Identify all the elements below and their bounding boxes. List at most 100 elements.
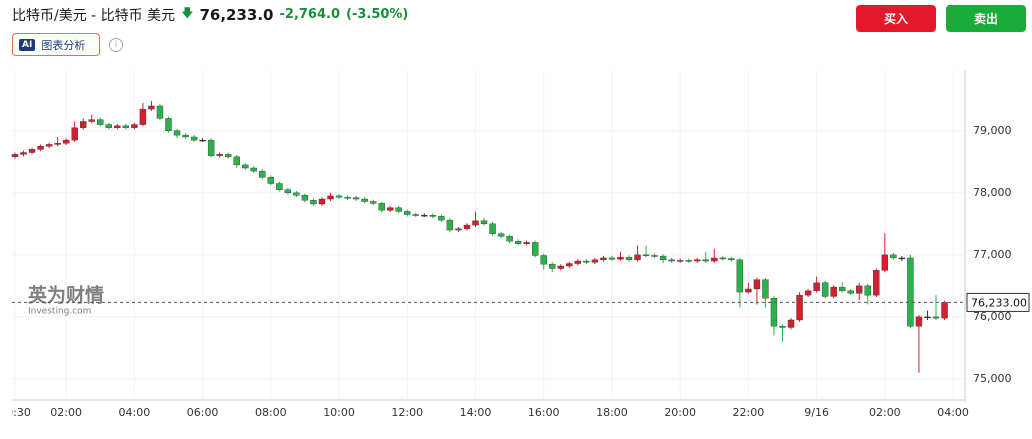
down-arrow: 🡇 (181, 6, 194, 20)
candle-body (574, 260, 582, 264)
candle-body (873, 270, 880, 296)
candle-body (583, 260, 590, 263)
candle-body (557, 265, 564, 269)
ai-badge: AI (19, 38, 36, 51)
candle-body (207, 139, 215, 156)
candle-body (497, 233, 505, 237)
candle-body (429, 214, 437, 217)
candle-body (932, 316, 940, 319)
header: 比特币/美元 - 比特币 美元 🡇 76,233.0 -2,764.0 (-3.… (12, 4, 408, 25)
candle-body (821, 282, 829, 297)
watermark: 英为财情 (28, 284, 104, 307)
candle-body (131, 124, 138, 128)
candle-body (284, 189, 292, 194)
ai-button[interactable]: AI 图表分析 (12, 33, 100, 56)
info-icon[interactable]: i (109, 38, 123, 52)
candle-body (438, 216, 445, 221)
candle-body (898, 257, 906, 260)
candle-body (165, 118, 172, 131)
x-tick-label: 16:00 (528, 406, 560, 419)
candle-body (242, 164, 249, 169)
candle-body (856, 285, 863, 294)
candle-body (796, 294, 803, 321)
title: 比特币/美元 - 比特币 美元 (12, 7, 176, 24)
candle-body (301, 195, 309, 201)
x-tick-label: 18:00 (596, 406, 628, 419)
x-tick-label: 20:00 (664, 406, 696, 419)
candle-body (915, 316, 923, 327)
candle-body (881, 254, 889, 271)
x-tick-label: 22:00 (733, 406, 765, 419)
candle-body (156, 105, 164, 119)
candle-body (651, 255, 658, 257)
candle-body (463, 224, 471, 229)
candle-body (335, 195, 343, 198)
candle-body (489, 223, 496, 234)
candle-body (625, 257, 633, 261)
candle-body (224, 154, 232, 158)
candle-body (318, 198, 326, 205)
x-tick-label: 10:00 (323, 406, 355, 419)
candle-body (864, 285, 871, 296)
candle-body (694, 259, 701, 262)
candle-body (11, 154, 19, 158)
candle-body (753, 279, 761, 290)
candle-body (421, 214, 428, 217)
candle-body (139, 108, 147, 125)
candle-body (540, 255, 547, 265)
candle-body (148, 105, 155, 110)
x-tick-label: 06:00 (187, 406, 219, 419)
candle-body (659, 255, 667, 261)
x-tick-label: 04:00 (937, 406, 969, 419)
sell-button[interactable]: 卖出 (946, 5, 1026, 32)
change-pct: (-3.50%) (346, 7, 409, 22)
x-tick-label: 9/16 (804, 406, 829, 419)
x-tick-label: 14:00 (460, 406, 492, 419)
y-tick-label: 79,000 (973, 124, 1012, 137)
candle-body (267, 177, 275, 184)
candle-body (787, 319, 795, 328)
candle-body (54, 142, 61, 145)
candle-body (352, 197, 360, 200)
x-tick-label: 12:00 (391, 406, 423, 419)
candle-body (608, 257, 616, 260)
candle-body (770, 298, 778, 327)
y-tick-label: 76,000 (973, 310, 1012, 323)
candle-body (523, 242, 530, 244)
candle-body (600, 257, 607, 261)
last-price-box (966, 292, 1030, 312)
candle-body (97, 119, 104, 125)
candle-body (472, 220, 479, 226)
y-tick-label: 75,000 (973, 372, 1012, 385)
candle-body (105, 124, 112, 128)
candle-body (702, 259, 709, 262)
ai-label: 图表分析 (41, 38, 86, 52)
candle-body (88, 119, 95, 122)
candle-body (941, 302, 948, 319)
candle-body (28, 149, 36, 153)
candle-body (378, 203, 385, 211)
candle-body (838, 286, 846, 292)
candle-body (199, 139, 206, 142)
x-tick-label: 02:00 (50, 406, 82, 419)
candle-body (531, 242, 539, 256)
candle-body (45, 144, 53, 147)
candle-body (676, 260, 684, 262)
x-tick-label: 00:30 (0, 406, 31, 419)
buy-button[interactable]: 买入 (856, 5, 936, 32)
candle-body (506, 236, 513, 242)
candle-body (395, 207, 402, 212)
candle-body (813, 282, 820, 292)
candle-body (847, 290, 854, 294)
candle-body (122, 125, 130, 128)
x-tick-label: 04:00 (119, 406, 151, 419)
x-tick-label: 02:00 (869, 406, 901, 419)
x-tick-label: 08:00 (255, 406, 287, 419)
candle-body (736, 259, 744, 293)
candle-body (310, 200, 317, 205)
candle-body (514, 241, 522, 244)
candle-body (327, 195, 334, 200)
candle-body (924, 316, 931, 319)
